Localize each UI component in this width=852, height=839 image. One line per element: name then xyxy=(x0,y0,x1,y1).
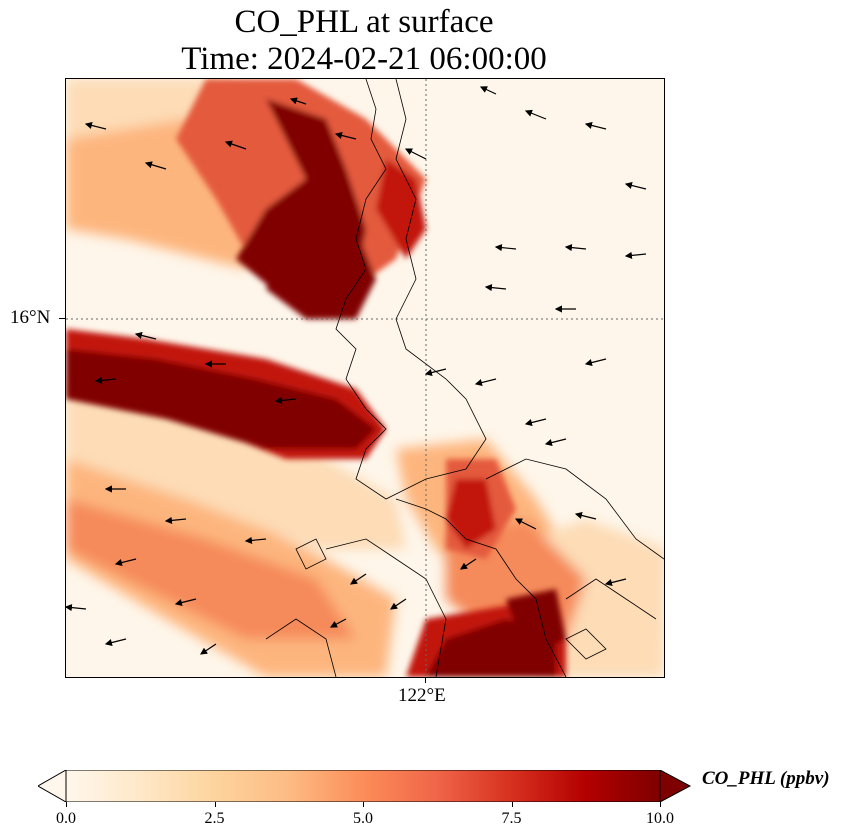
colorbar-tick-label: 7.5 xyxy=(501,810,522,827)
colorbar-label: CO_PHL (ppbv) xyxy=(702,768,830,789)
colorbar-tick-label: 2.5 xyxy=(204,810,225,827)
colorbar-tick xyxy=(511,802,513,807)
colorbar-tick-label: 0.0 xyxy=(56,810,76,827)
map-title: CO_PHL at surface xyxy=(234,4,494,40)
colorbar xyxy=(36,769,692,803)
lat-tick-label: 16°N xyxy=(10,307,51,328)
colorbar-min-extension xyxy=(36,769,67,803)
wind-vectors xyxy=(66,86,647,655)
colorbar-gradient xyxy=(65,769,661,803)
plume-cores xyxy=(66,79,566,677)
map-panel[interactable] xyxy=(65,78,665,678)
colorbar-tick-label: 5.0 xyxy=(353,810,373,827)
coastlines xyxy=(265,79,664,677)
lat-tick xyxy=(59,318,65,319)
concentration-field xyxy=(66,79,664,677)
colorbar-max-extension xyxy=(659,769,692,803)
lon-tick xyxy=(425,677,426,683)
lon-tick-label: 122°E xyxy=(398,685,446,706)
colorbar-tick xyxy=(660,802,661,807)
colorbar-tick xyxy=(363,802,364,807)
colorbar-tick xyxy=(66,802,67,807)
colorbar-tick xyxy=(214,802,216,807)
map-time-subtitle: Time: 2024-02-21 06:00:00 xyxy=(181,41,547,77)
colorbar-tick-label: 10.0 xyxy=(646,810,674,827)
